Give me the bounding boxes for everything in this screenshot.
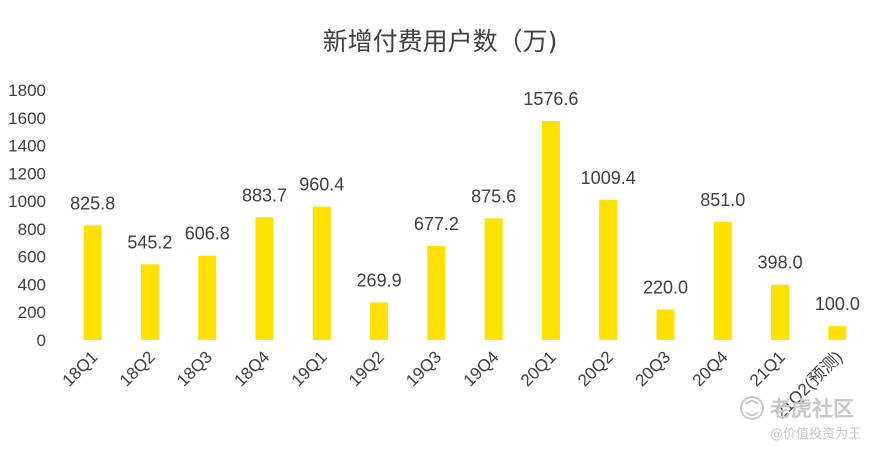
data-label: 825.8	[70, 193, 115, 213]
y-tick-label: 0	[37, 331, 46, 350]
data-label: 960.4	[299, 175, 344, 195]
bar	[828, 326, 847, 340]
data-label: 220.0	[643, 277, 688, 297]
y-tick-label: 400	[18, 275, 46, 294]
x-tick-label: 19Q4	[460, 347, 503, 390]
y-axis: 0 200 400 600 800 1000 1200 1400 1600 1800	[8, 81, 46, 350]
x-tick-label: 19Q3	[402, 347, 445, 390]
data-label: 100.0	[815, 294, 860, 314]
watermark-sub: @价值投资为王	[770, 426, 861, 442]
x-tick-label: 21Q1	[746, 347, 789, 390]
data-label: 883.7	[242, 185, 287, 205]
tiger-logo-icon	[740, 396, 764, 420]
data-label: 269.9	[357, 271, 402, 291]
bar	[198, 255, 217, 340]
data-label: 851.0	[700, 190, 745, 210]
x-axis: 18Q1 18Q2 18Q3 18Q4 19Q1 19Q2 19Q3 19Q4 20Q1 20Q2…	[59, 347, 847, 422]
chart-title: 新增付费用户数（万)	[323, 27, 558, 56]
bar	[484, 218, 503, 340]
watermark: 老虎社区 @价值投资为王	[740, 396, 861, 442]
data-label: 545.2	[127, 232, 172, 252]
y-tick-label: 1800	[8, 81, 46, 100]
y-tick-label: 600	[18, 248, 46, 267]
x-tick-label: 20Q3	[631, 347, 674, 390]
data-label: 398.0	[758, 253, 803, 273]
x-tick-label: 18Q1	[59, 347, 102, 390]
data-labels: 825.8 545.2 606.8 883.7 960.4 269.9 677.2 875.6…	[70, 89, 860, 314]
bar	[140, 264, 159, 340]
bar	[83, 225, 102, 340]
x-tick-label: 18Q3	[173, 347, 216, 390]
x-tick-label: 18Q4	[230, 347, 273, 390]
bar	[541, 121, 560, 341]
data-label: 875.6	[471, 186, 516, 206]
bar	[656, 309, 675, 340]
bar	[599, 199, 618, 340]
y-tick-label: 800	[18, 220, 46, 239]
bar	[255, 217, 274, 340]
bar	[370, 302, 389, 340]
y-tick-label: 1400	[8, 137, 46, 156]
bars	[83, 121, 847, 341]
bar	[427, 245, 446, 340]
x-tick-label: 19Q2	[345, 347, 388, 390]
data-label: 677.2	[414, 214, 459, 234]
data-label: 606.8	[185, 224, 230, 244]
x-tick-label: 20Q4	[689, 347, 732, 390]
data-label: 1576.6	[523, 89, 578, 109]
data-label: 1009.4	[581, 168, 636, 188]
y-tick-label: 1200	[8, 164, 46, 183]
x-tick-label: 18Q2	[116, 347, 159, 390]
y-tick-label: 200	[18, 303, 46, 322]
y-tick-label: 1000	[8, 192, 46, 211]
y-tick-label: 1600	[8, 109, 46, 128]
x-tick-label: 20Q1	[517, 347, 560, 390]
watermark-brand: 老虎社区	[770, 397, 854, 421]
bar	[312, 206, 331, 340]
bar	[713, 221, 732, 340]
bar	[771, 284, 790, 340]
x-tick-label: 20Q2	[574, 347, 617, 390]
x-tick-label: 19Q1	[288, 347, 331, 390]
